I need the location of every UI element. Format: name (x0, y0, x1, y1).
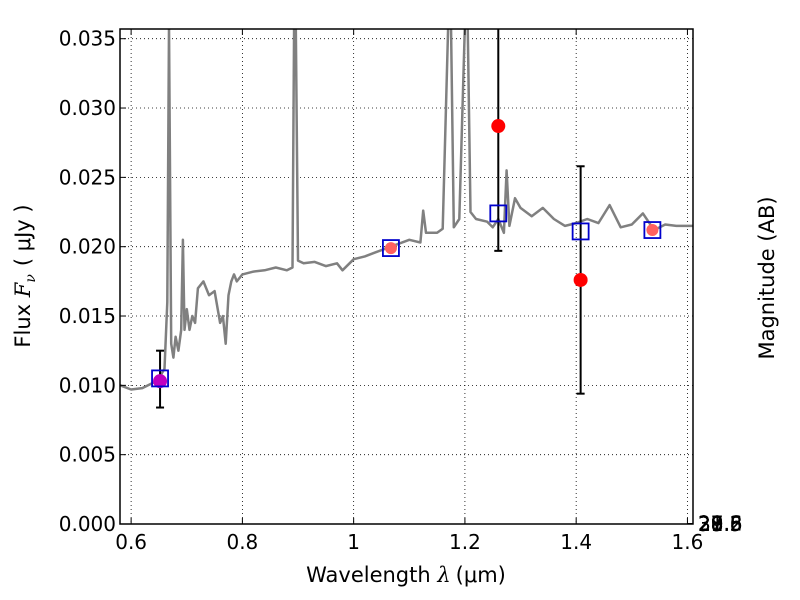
model-square (151, 369, 169, 388)
model-square (571, 222, 590, 241)
spectrum-line (120, 29, 693, 391)
mag-tick-label: 28.2 (698, 512, 743, 536)
mag-tick-label: 29.5 (698, 512, 743, 536)
x-tick-label: 1.2 (449, 530, 481, 554)
y-tick-label: 0.035 (59, 27, 116, 51)
x-axis-title: Wavelength λ (μm) (306, 563, 506, 587)
magnitude-axis-title: Magnitude (AB) (755, 196, 779, 359)
mag-tick-label: 27.8 (698, 512, 743, 536)
observed-point (573, 272, 588, 287)
mag-tick-label: 29 (698, 512, 723, 536)
y-tick-label: 0.005 (59, 443, 116, 467)
mag-tick-label: 28.5 (698, 512, 743, 536)
model-square (489, 204, 508, 223)
x-tick-label: 1.6 (672, 530, 704, 554)
grid-lines (120, 29, 693, 525)
axis-ticks: 0.6 0.8 1 1.2 1.4 1.6 0.000 0.005 0.010 0.015 0.02… (59, 27, 743, 554)
y-tick-label: 0.010 (59, 373, 116, 397)
model-square (643, 221, 662, 239)
x-tick-label: 1 (347, 530, 360, 554)
observed-point (153, 374, 168, 389)
mag-tick-label: 30 (698, 512, 723, 536)
plot-area (120, 29, 693, 409)
mag-tick-label: 28 (698, 512, 723, 536)
y-tick-label: 0.025 (59, 165, 116, 189)
y-tick-label: 0.000 (59, 512, 116, 536)
model-square (382, 239, 400, 257)
observed-point (491, 119, 506, 134)
x-tick-label: 0.8 (226, 530, 258, 554)
x-tick-label: 1.4 (560, 530, 592, 554)
y-tick-label: 0.020 (59, 235, 116, 259)
mag-tick-label: 31 (698, 512, 723, 536)
plot-frame (119, 28, 694, 525)
x-tick-label: 0.6 (115, 530, 147, 554)
observed-point (384, 242, 397, 255)
observed-point (646, 224, 659, 237)
mag-tick-label: 27.6 (698, 512, 743, 536)
y-tick-label: 0.030 (59, 96, 116, 120)
y-axis-title: Flux Fν( μJy ) (11, 204, 39, 347)
y-tick-label: 0.015 (59, 304, 116, 328)
